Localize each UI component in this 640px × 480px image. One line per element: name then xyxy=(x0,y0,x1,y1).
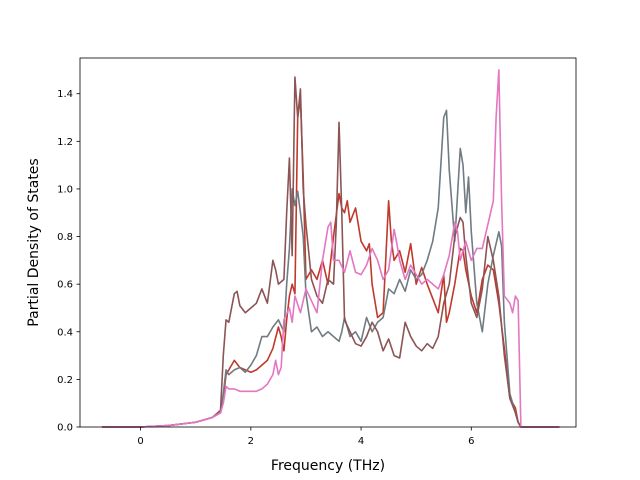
y-tick-label: 0.0 xyxy=(57,423,73,434)
y-tick-label: 0.6 xyxy=(57,280,73,291)
x-tick-label: 6 xyxy=(468,436,474,447)
y-tick-label: 0.4 xyxy=(57,327,73,338)
x-tick-label: 4 xyxy=(358,436,364,447)
y-tick-label: 0.8 xyxy=(57,232,73,243)
y-tick-label: 1.4 xyxy=(57,89,73,100)
y-axis-ticks: 0.0 0.2 0.4 0.6 0.8 1.0 1.2 1.4 xyxy=(57,89,80,434)
series-layer xyxy=(102,69,560,428)
x-axis-ticks: 0 2 4 6 xyxy=(137,427,474,447)
y-tick-label: 1.2 xyxy=(57,137,73,148)
x-axis-label: Frequency (THz) xyxy=(271,458,385,474)
series-line-4 xyxy=(102,69,560,428)
series-line-2 xyxy=(102,109,560,428)
x-tick-label: 2 xyxy=(248,436,254,447)
y-tick-label: 1.0 xyxy=(57,184,73,195)
y-tick-label: 0.2 xyxy=(57,375,73,386)
series-line-3 xyxy=(102,76,560,428)
y-axis-label: Partial Density of States xyxy=(26,158,42,326)
x-tick-label: 0 xyxy=(137,436,143,447)
plot-frame xyxy=(79,57,577,428)
series-line-1 xyxy=(102,97,560,428)
